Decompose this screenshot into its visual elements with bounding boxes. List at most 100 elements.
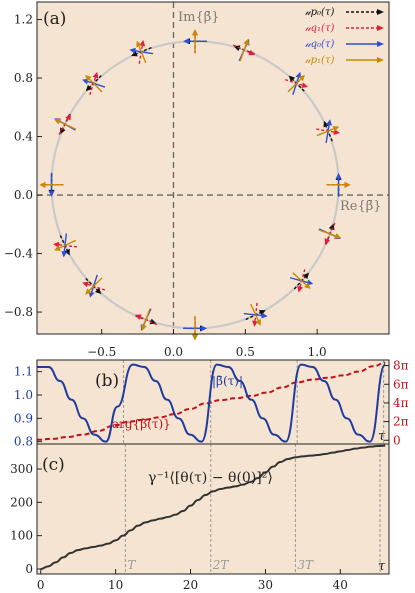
arg-beta-label: arg{β̄(τ)} xyxy=(112,417,171,431)
p0-arrow xyxy=(323,120,333,142)
x-tick-label: 0 xyxy=(37,578,45,592)
arg-beta-curve xyxy=(36,361,386,441)
y-tick-label: 0.8 xyxy=(14,71,33,85)
q1-arrow xyxy=(135,314,158,326)
q0-arrow xyxy=(48,172,55,197)
q0-arrow xyxy=(129,47,154,55)
legend-arrow xyxy=(346,41,384,47)
p0-arrow xyxy=(245,310,266,321)
legend-entry: 𝓊p₀(τ) xyxy=(305,7,334,18)
p0-arrow xyxy=(131,46,152,57)
q1-arrow xyxy=(89,71,99,95)
q1-arrow xyxy=(297,269,306,293)
panel-c-period-lines: T 2T 3T xyxy=(124,444,381,574)
panel-c-ticks: 0 10 20 30 40 0 100 200 300 xyxy=(10,462,348,592)
panel-a-background xyxy=(37,2,389,334)
x-tick-label: 40 xyxy=(333,578,348,592)
legend-arrow xyxy=(346,9,384,15)
panel-c-label: (c) xyxy=(42,455,65,475)
q1-arrow xyxy=(324,222,336,245)
y-tick-label: −0.8 xyxy=(4,305,33,319)
y-tick-label: 1.2 xyxy=(14,13,33,27)
right-tick-label: 8π xyxy=(393,359,409,373)
x-tick-label: 30 xyxy=(258,578,273,592)
msd-label: γ⁻¹⟨[θ(τ) − θ(0)]²⟩ xyxy=(148,470,273,486)
p1-arrow xyxy=(239,38,249,62)
p1-arrow xyxy=(85,277,103,295)
p1-arrow xyxy=(287,74,306,93)
p1-arrow xyxy=(292,272,311,289)
p1-arrow xyxy=(192,29,199,54)
y-tick-label: −0.4 xyxy=(4,247,34,261)
period-label: 2T xyxy=(212,558,230,572)
x-tick-label: 20 xyxy=(183,578,198,592)
p0-arrow xyxy=(85,75,102,92)
panel-a: −0.5 0.0 0.5 1.0 −0.8 −0.4 0.0 0.4 0.8 1.2 (a) Im… xyxy=(4,1,390,359)
q0-arrow xyxy=(183,38,208,45)
panel-c-background xyxy=(37,444,389,574)
panel-a-label: (a) xyxy=(43,9,66,29)
period-label: 3T xyxy=(297,558,314,572)
left-tick-label: 1.0 xyxy=(14,388,33,402)
y-tick-label: 0 xyxy=(25,562,33,576)
q0-arrow xyxy=(243,312,268,319)
imag-axis-label: Im{β̄} xyxy=(178,10,220,25)
q0-arrow xyxy=(325,119,333,144)
y-tick-label: 300 xyxy=(10,462,33,476)
abs-beta-label: |β̄(τ)| xyxy=(212,374,243,388)
y-tick-label: 100 xyxy=(10,529,33,543)
p1-arrow xyxy=(136,40,147,64)
legend-arrow xyxy=(346,25,384,31)
p0-arrow xyxy=(85,278,102,295)
q0-arrow xyxy=(335,172,342,197)
p0-arrow xyxy=(288,75,305,92)
q1-arrow xyxy=(284,78,308,89)
real-axis-label: Re{β̄} xyxy=(340,199,382,214)
period-label: T xyxy=(127,558,136,572)
p1-arrow xyxy=(54,239,77,251)
p1-arrow xyxy=(54,118,77,130)
panel-a-arrows xyxy=(39,29,351,341)
p1-arrow xyxy=(316,126,340,137)
panel-a-ticks: −0.5 0.0 0.5 1.0 −0.8 −0.4 0.0 0.4 0.8 1.2 xyxy=(4,13,327,359)
q0-arrow xyxy=(183,325,208,332)
panel-b-tau-label: τ xyxy=(378,429,386,444)
p1-arrow xyxy=(141,308,151,331)
y-tick-label: 200 xyxy=(10,495,33,509)
panel-a-legend: 𝓊p₀(τ) 𝓊q₁(τ) 𝓊q₀(τ) 𝓊p₁(τ) xyxy=(305,7,384,66)
right-tick-label: 2π xyxy=(393,415,409,429)
p1-arrow xyxy=(326,181,351,188)
legend-arrow xyxy=(346,57,384,63)
y-tick-label: 0.4 xyxy=(14,130,33,144)
q1-arrow xyxy=(232,44,256,56)
p0-arrow xyxy=(59,235,70,256)
panel-a-frame xyxy=(36,1,390,335)
left-tick-label: 0.8 xyxy=(14,435,33,449)
panel-c-tau-label: τ xyxy=(378,559,386,574)
x-tick-label: 10 xyxy=(108,578,123,592)
x-tick-label: 0.0 xyxy=(164,345,183,359)
x-tick-label: −0.5 xyxy=(87,345,116,359)
p1-arrow xyxy=(85,74,103,93)
p1-arrow xyxy=(249,303,261,326)
panel-c: T 2T 3T 0 10 20 30 40 0 100 200 300 (c) γ⁻¹⟨[θ(τ) … xyxy=(10,443,390,592)
right-tick-label: 4π xyxy=(393,396,409,410)
left-tick-label: 1.1 xyxy=(14,365,33,379)
p1-arrow xyxy=(318,229,342,239)
x-tick-label: 1.0 xyxy=(308,345,327,359)
q0-arrow xyxy=(61,233,68,258)
panel-c-frame xyxy=(36,443,390,575)
legend-entry: 𝓊q₁(τ) xyxy=(305,23,334,34)
msd-curve xyxy=(40,444,386,570)
panel-a-axes-lines xyxy=(37,2,389,334)
panel-b-label: (b) xyxy=(95,371,119,391)
q1-arrow xyxy=(58,113,71,135)
panel-b-ticks: 0.8 0.9 1.0 1.1 0 2π 4π 6π 8π xyxy=(14,359,409,449)
legend-entry: 𝓊q₀(τ) xyxy=(305,39,334,50)
panel-b: 0.8 0.9 1.0 1.1 0 2π 4π 6π 8π (b) |β̄(τ)| arg{β̄… xyxy=(14,359,409,449)
abs-beta-curve xyxy=(37,363,387,443)
p0-arrow xyxy=(293,272,310,290)
y-tick-label: 0.0 xyxy=(14,188,33,202)
left-tick-label: 0.9 xyxy=(14,411,33,425)
